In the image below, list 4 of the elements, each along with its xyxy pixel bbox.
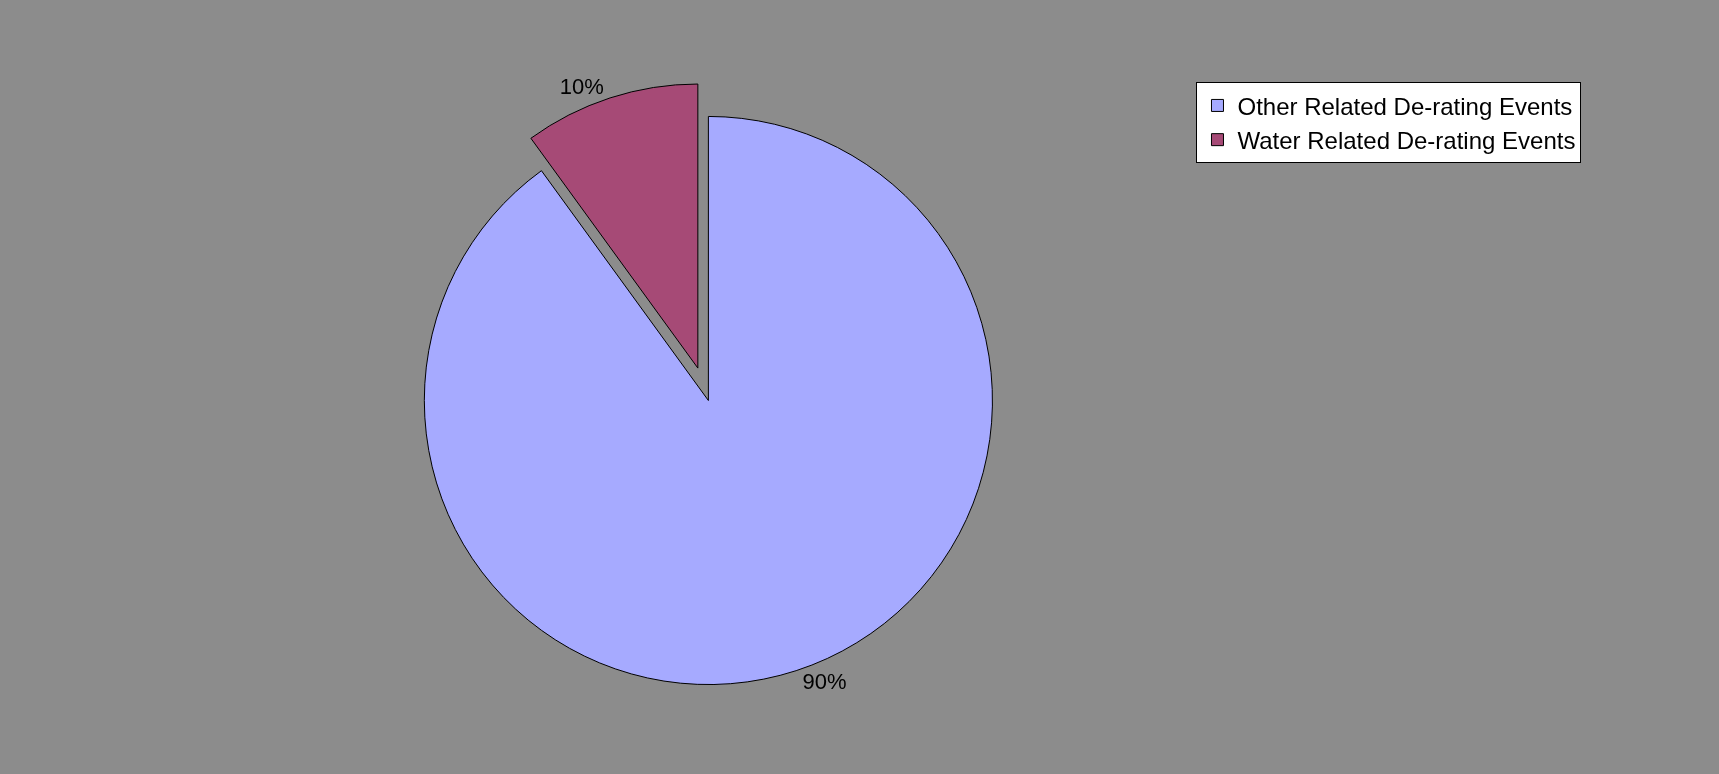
data-label: 90%: [802, 669, 847, 695]
legend-label: Other Related De-rating Events: [1237, 92, 1573, 120]
legend-label: Water Related De-rating Events: [1237, 127, 1576, 155]
data-label: 10%: [559, 74, 604, 100]
